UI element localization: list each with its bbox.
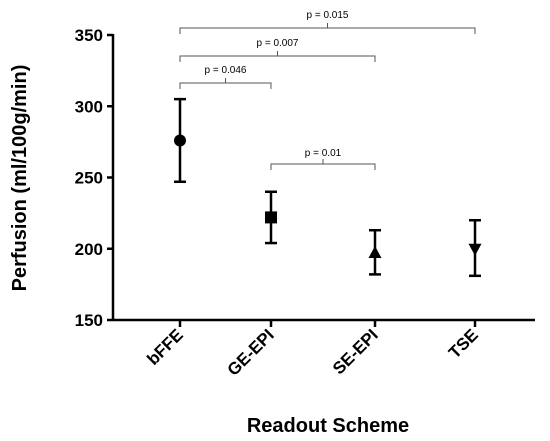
- x-tick-label: bFFE: [143, 325, 186, 368]
- data-point: [265, 211, 277, 224]
- data-point: [174, 134, 186, 147]
- p-value-label: p = 0.015: [307, 10, 349, 21]
- data-point: [368, 246, 382, 259]
- x-tick-label: GE-EPI: [224, 325, 278, 379]
- data-point: [468, 243, 482, 256]
- y-tick-label: 150: [75, 311, 103, 330]
- significance-bracket: [179, 78, 272, 89]
- y-tick-label: 200: [75, 240, 103, 259]
- y-tick-label: 300: [75, 97, 103, 116]
- y-tick-label: 350: [75, 26, 103, 45]
- significance-bracket: [179, 23, 476, 34]
- x-tick-label: TSE: [445, 325, 482, 362]
- p-value-label: p = 0.01: [305, 148, 342, 159]
- significance-bracket: [270, 159, 376, 170]
- p-value-label: p = 0.007: [257, 38, 299, 49]
- significance-bracket: [179, 51, 376, 62]
- y-axis-title: Perfusion (ml/100g/min): [9, 65, 31, 292]
- x-tick-label: SE-EPI: [329, 325, 382, 378]
- x-axis-title: Readout Scheme: [247, 415, 409, 437]
- plot-area: 150 200 250 300 350 bFFE GE-EPI SE-EPI TSE p = 0.…: [75, 10, 535, 380]
- y-tick-label: 250: [75, 169, 103, 188]
- p-value-label: p = 0.046: [205, 65, 247, 76]
